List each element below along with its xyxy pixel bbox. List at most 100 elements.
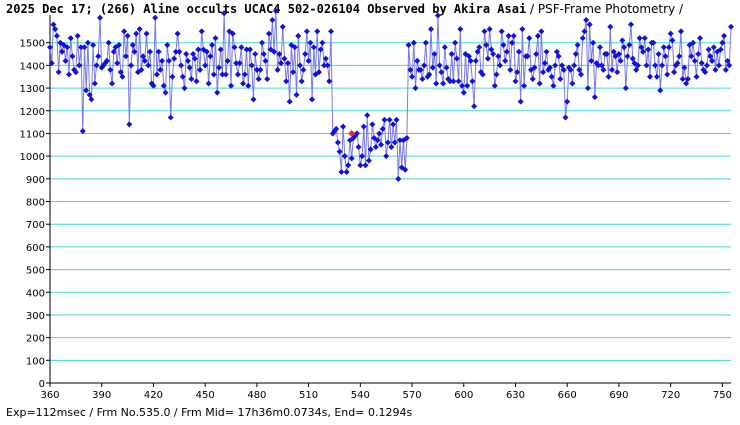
data-point xyxy=(531,64,538,71)
data-point xyxy=(643,62,650,69)
data-point xyxy=(96,14,103,21)
data-point xyxy=(467,57,474,64)
y-tick-label: 0 xyxy=(39,379,45,390)
data-point xyxy=(457,26,464,33)
data-point xyxy=(295,32,302,39)
data-point xyxy=(236,60,243,67)
data-point xyxy=(448,51,455,58)
chart-title-main: 2025 Dec 17; (266) Aline occults UCAC4 5… xyxy=(6,2,527,16)
data-point xyxy=(715,62,722,69)
data-point xyxy=(693,73,700,80)
data-point xyxy=(502,57,509,64)
data-point xyxy=(83,87,90,94)
data-point xyxy=(641,35,648,42)
chart-title-sub: / PSF-Frame Photometry / xyxy=(526,2,684,16)
data-point xyxy=(428,26,435,33)
data-point xyxy=(710,44,717,51)
y-tick-labels: 0 100 200 300 400 500 600 700 800 900 1000 1100 1200… xyxy=(20,39,45,390)
data-point xyxy=(234,71,241,78)
x-tick-label: 390 xyxy=(92,390,111,401)
data-point xyxy=(315,69,322,76)
data-point xyxy=(605,73,612,80)
x-tick-label: 360 xyxy=(40,390,59,401)
y-tick-label: 100 xyxy=(26,356,45,367)
series-line xyxy=(49,10,732,179)
data-point xyxy=(598,62,605,69)
data-point xyxy=(690,39,697,46)
data-point xyxy=(155,48,162,55)
data-point xyxy=(343,169,350,176)
data-point xyxy=(209,41,216,48)
data-point xyxy=(133,30,140,37)
data-point xyxy=(248,62,255,69)
data-point xyxy=(303,28,310,35)
data-point xyxy=(131,48,138,55)
data-point xyxy=(72,69,79,76)
data-point xyxy=(48,60,55,67)
data-point xyxy=(283,78,290,85)
x-tick-label: 570 xyxy=(403,390,422,401)
data-point xyxy=(560,66,567,73)
data-point xyxy=(396,137,403,144)
data-point xyxy=(140,53,147,60)
data-point xyxy=(47,44,53,51)
data-point xyxy=(659,62,666,69)
data-point xyxy=(179,73,186,80)
x-tick-label: 480 xyxy=(247,390,266,401)
data-point xyxy=(95,53,102,60)
data-point xyxy=(307,39,314,46)
data-point xyxy=(103,57,110,64)
data-point xyxy=(276,51,283,58)
data-point xyxy=(172,48,179,55)
data-point xyxy=(419,75,426,82)
data-point xyxy=(324,62,331,69)
data-point xyxy=(726,62,733,69)
data-point xyxy=(459,82,466,89)
data-point xyxy=(653,73,660,80)
data-point xyxy=(529,75,536,82)
data-point xyxy=(107,66,114,73)
data-point xyxy=(165,57,172,64)
y-tick-label: 1200 xyxy=(20,107,45,118)
data-point xyxy=(160,82,167,89)
data-point xyxy=(110,48,117,55)
data-point xyxy=(300,66,307,73)
data-point xyxy=(438,69,445,76)
data-point xyxy=(576,66,583,73)
data-point xyxy=(238,44,245,51)
data-point xyxy=(503,48,510,55)
data-point xyxy=(696,35,703,42)
data-point xyxy=(355,144,362,151)
data-point xyxy=(507,66,514,73)
x-tick-label: 630 xyxy=(506,390,525,401)
data-point xyxy=(67,35,74,42)
data-point xyxy=(579,35,586,42)
data-point xyxy=(483,41,490,48)
data-point xyxy=(652,62,659,69)
data-point xyxy=(186,64,193,71)
data-point xyxy=(203,48,210,55)
data-point xyxy=(181,85,188,92)
data-point xyxy=(207,53,214,60)
data-point xyxy=(634,62,641,69)
data-point xyxy=(441,44,448,51)
data-point xyxy=(88,96,95,103)
y-tick-label: 1000 xyxy=(20,152,45,163)
data-point xyxy=(596,44,603,51)
data-point xyxy=(698,60,705,67)
data-point xyxy=(245,82,252,89)
data-point xyxy=(517,98,524,105)
data-point xyxy=(386,116,393,123)
grid-lines xyxy=(50,42,731,384)
data-point xyxy=(183,51,190,58)
data-point xyxy=(691,57,698,64)
data-point xyxy=(464,82,471,89)
x-tick-label: 420 xyxy=(144,390,163,401)
data-point xyxy=(681,64,688,71)
y-tick-label: 1400 xyxy=(20,61,45,72)
data-point xyxy=(581,28,588,35)
data-point xyxy=(109,80,116,87)
data-point xyxy=(117,69,124,76)
data-point xyxy=(62,57,69,64)
data-point xyxy=(64,44,71,51)
